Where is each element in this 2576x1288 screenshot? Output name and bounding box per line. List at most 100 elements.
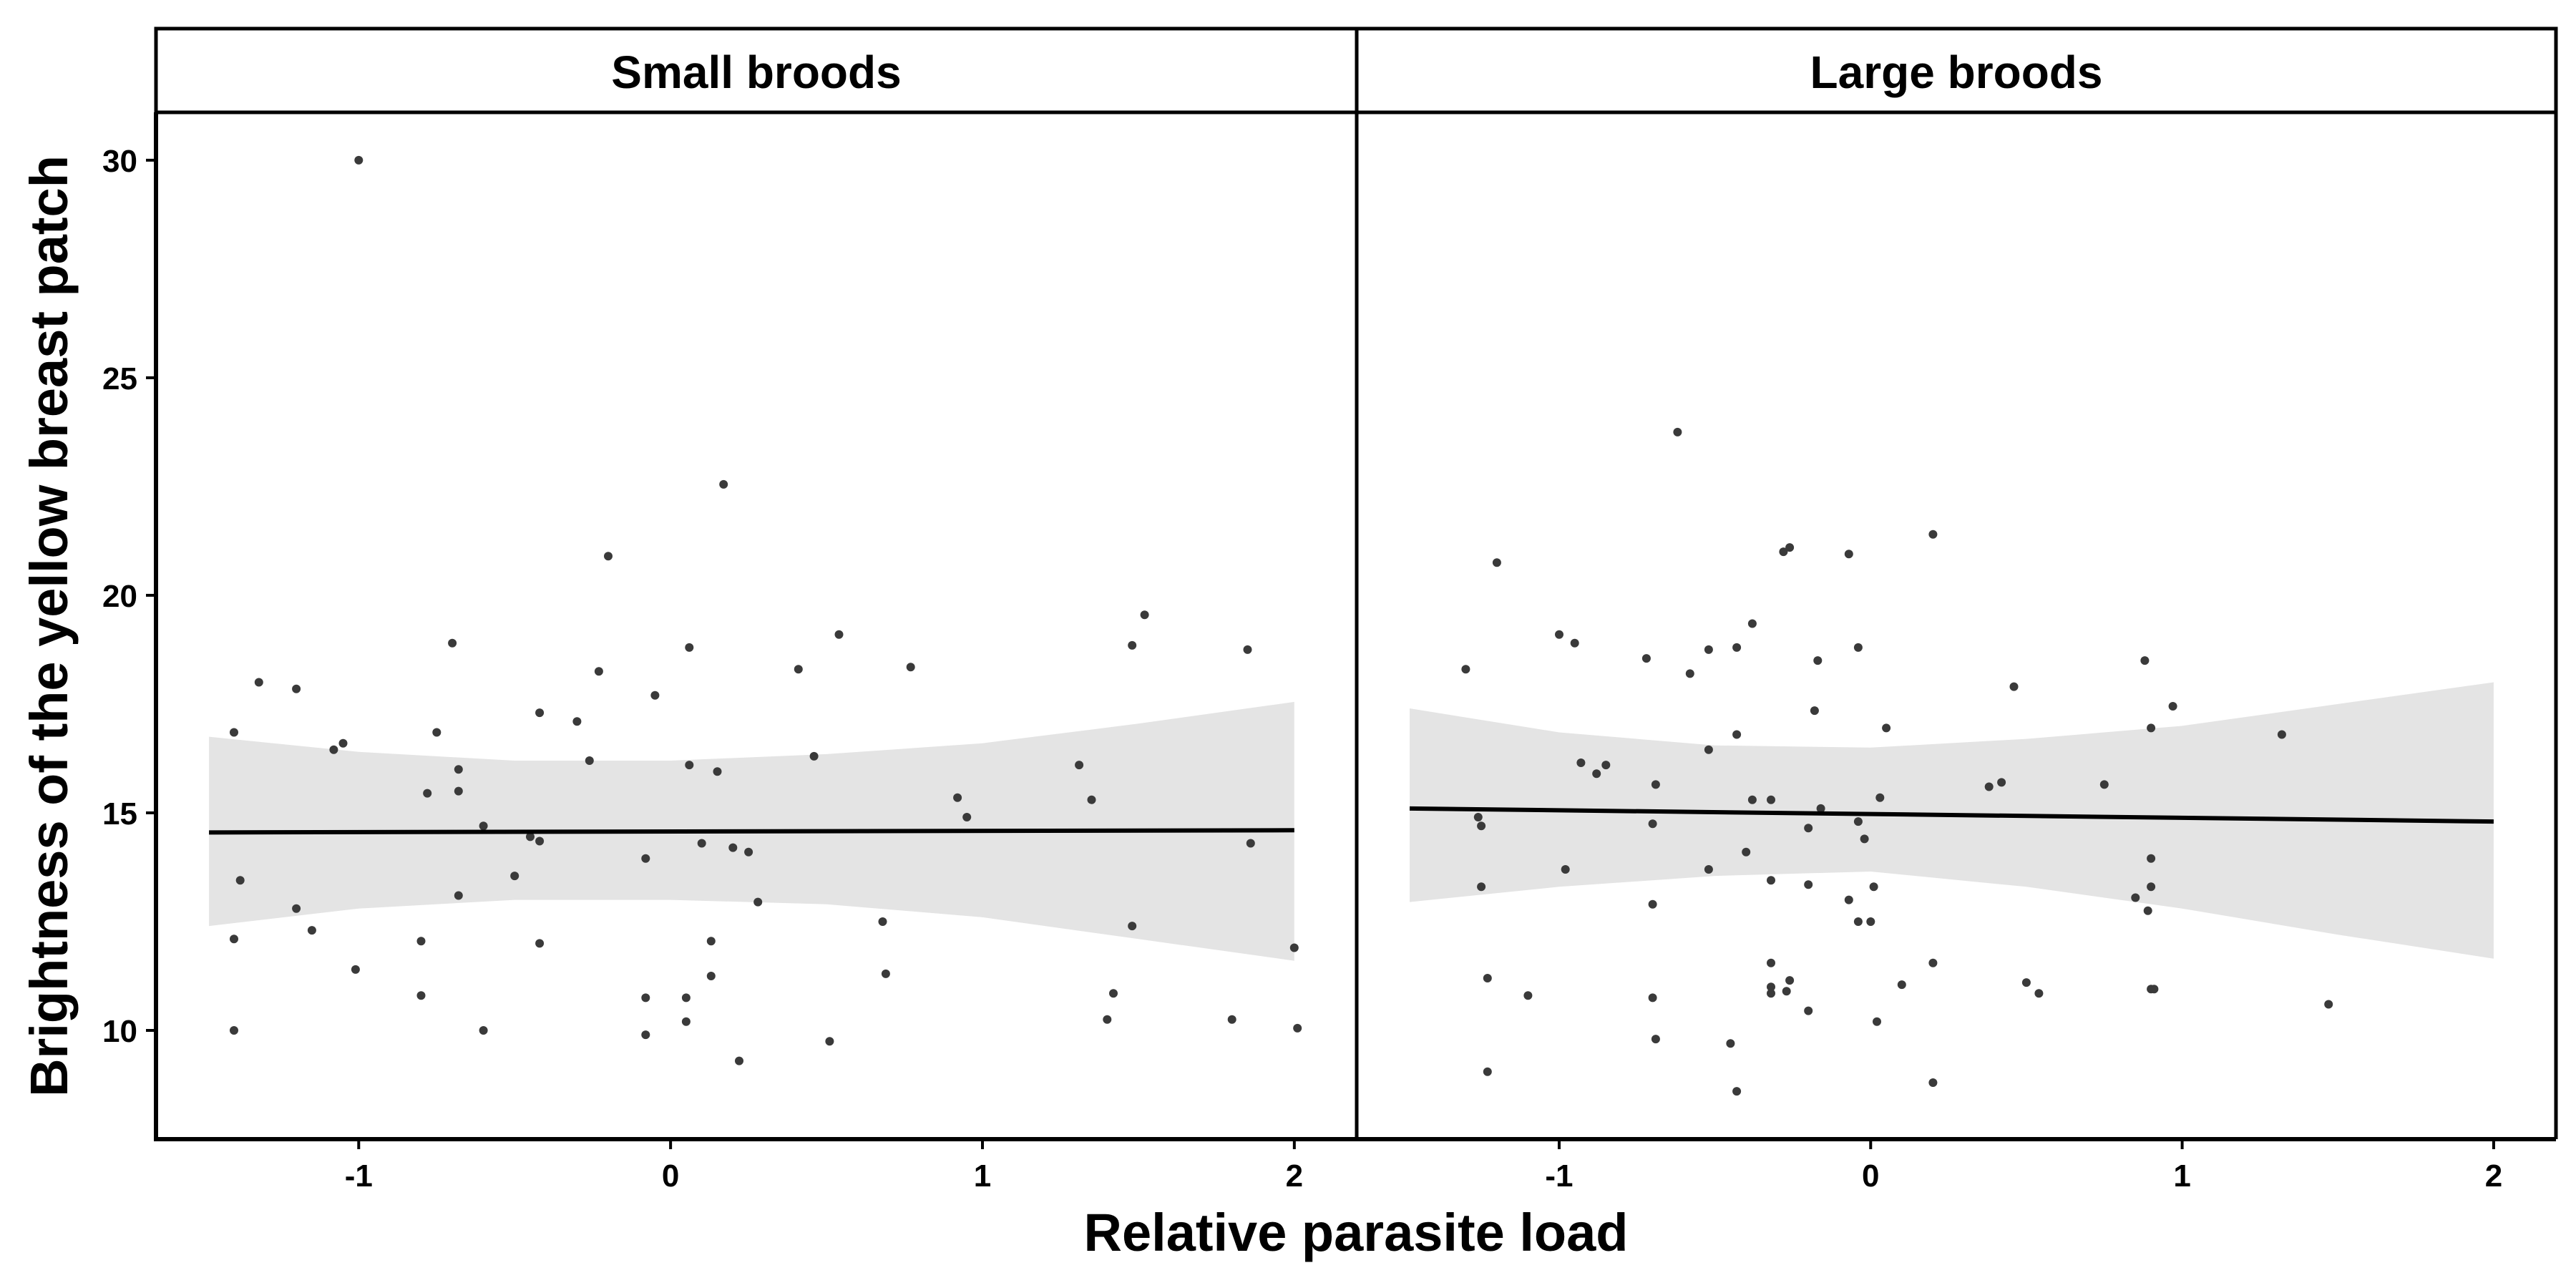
panel-1-point-3 (235, 876, 245, 885)
panel-2-point-14 (1601, 761, 1611, 770)
panel-2-point-55 (1869, 882, 1878, 892)
panel-1-point-67 (1246, 839, 1255, 848)
panel-1-point-35 (650, 691, 660, 700)
panel-2-point-18 (1648, 993, 1657, 1002)
panel-2-point-19 (1651, 1035, 1660, 1044)
panel-1-point-26 (535, 708, 545, 718)
panel-1-point-52 (834, 630, 844, 639)
data-points (230, 155, 2333, 1096)
panel-2-point-31 (1747, 619, 1757, 628)
panel-1-point-60 (1103, 1015, 1112, 1024)
panel-1-point-24 (526, 832, 535, 841)
panel-2-point-12 (1576, 758, 1586, 767)
panel-1-x-tick-label: 1 (974, 1158, 991, 1194)
panel-1-x-tick-label: 2 (1286, 1158, 1303, 1194)
panel-1-point-19 (454, 786, 463, 796)
y-axis-title: Brightness of the yellow breast patch (19, 155, 79, 1097)
panel-2-point-67 (2034, 989, 2044, 998)
panel-1-point-53 (878, 917, 887, 926)
panel-1-point-62 (1128, 640, 1137, 650)
panel-2-point-50 (1853, 643, 1863, 652)
panel-2-point-71 (2143, 906, 2152, 915)
panel-2-point-6 (1483, 1067, 1492, 1076)
panel-1-point-49 (794, 665, 803, 674)
panel-frames (156, 110, 2558, 1139)
panel-2-point-46 (1810, 706, 1819, 716)
panel-1-point-42 (706, 937, 716, 946)
panel-2-point-23 (1704, 645, 1713, 654)
panel-1-point-47 (744, 847, 753, 857)
panel-2-point-33 (1767, 795, 1775, 804)
panel-1-point-61 (1109, 989, 1118, 998)
panel-1-point-41 (706, 972, 716, 980)
panel-2-x-tick-label: -1 (1545, 1158, 1573, 1194)
panel-2-point-41 (1782, 987, 1791, 996)
panel-1-point-30 (594, 667, 603, 676)
panel-2-point-8 (1523, 991, 1533, 1000)
panel-1-point-39 (685, 643, 694, 652)
panel-1-point-32 (641, 993, 650, 1002)
panel-1-point-50 (809, 751, 819, 761)
panel-1-strip (154, 26, 1359, 114)
panel-1-point-68 (1289, 943, 1299, 952)
panel-2-point-25 (1704, 865, 1713, 874)
panel-1-point-65 (1227, 1015, 1236, 1024)
panel-2-point-40 (1785, 976, 1795, 985)
panel-1-point-28 (572, 717, 582, 726)
panel-2-point-65 (2009, 682, 2019, 691)
panel-1-fit-line (209, 828, 1294, 835)
panel-2-point-70 (2140, 656, 2150, 665)
panel-2-point-47 (1816, 804, 1825, 813)
panel-2-point-52 (1853, 917, 1863, 926)
panel-1-point-37 (681, 1017, 691, 1026)
panel-1-point-63 (1128, 922, 1137, 931)
panel-2-point-76 (2150, 985, 2159, 994)
panel-2-point-60 (1928, 530, 1938, 539)
panel-1-point-34 (641, 854, 650, 863)
panel-2-point-22 (1685, 669, 1694, 678)
axes: -1 0 1 2 -1 0 1 2 10 15 20 25 30 (102, 112, 2556, 1194)
panel-2-point-27 (1732, 730, 1742, 739)
panel-2-point-7 (1492, 558, 1501, 567)
panel-2-point-38 (1779, 547, 1788, 557)
panel-2-point-77 (2168, 702, 2177, 711)
panel-2-x-tick-label: 1 (2173, 1158, 2190, 1194)
panel-2-point-63 (1984, 782, 1994, 791)
panel-1-point-17 (448, 638, 457, 648)
panel-2-point-9 (1555, 630, 1563, 639)
panel-2-fit-line (1409, 806, 2494, 824)
panel-2-title: Large broods (1810, 47, 2103, 98)
panel-1-point-58 (1075, 761, 1084, 770)
panel-1-point-66 (1243, 645, 1252, 654)
panel-2-point-48 (1844, 550, 1853, 559)
panel-2-point-66 (2021, 978, 2031, 987)
y-tick-label: 15 (102, 796, 137, 831)
panel-2-point-64 (1997, 778, 2006, 787)
panel-2-point-68 (2099, 780, 2109, 789)
panel-1-point-16 (432, 728, 441, 737)
panel-2-point-10 (1561, 865, 1570, 874)
panel-2-point-21 (1673, 427, 1682, 436)
panel-2-x-tick-label: 2 (2485, 1158, 2502, 1194)
panel-2-point-1 (1461, 665, 1470, 674)
panel-1-point-14 (416, 991, 426, 1000)
panel-2-point-26 (1726, 1039, 1735, 1048)
panel-2-point-4 (1477, 882, 1486, 892)
panel-2-point-73 (2147, 854, 2156, 863)
panel-1-point-9 (307, 926, 316, 935)
panel-1-point-25 (535, 836, 545, 846)
panel-2-point-35 (1767, 958, 1775, 967)
panel-1-point-43 (713, 767, 722, 776)
panel-2-point-3 (1477, 821, 1486, 831)
panel-2-point-45 (1813, 656, 1823, 665)
panel-1-point-33 (641, 1030, 650, 1040)
panel-2-point-59 (1897, 980, 1906, 990)
panel-1-point-40 (697, 839, 706, 848)
panel-1-point-45 (728, 843, 738, 852)
panel-1-point-6 (254, 678, 263, 687)
panel-2-point-5 (1483, 974, 1492, 982)
panel-1-point-12 (351, 965, 360, 974)
panel-1-point-22 (479, 1026, 488, 1035)
panel-2-point-72 (2147, 723, 2156, 733)
